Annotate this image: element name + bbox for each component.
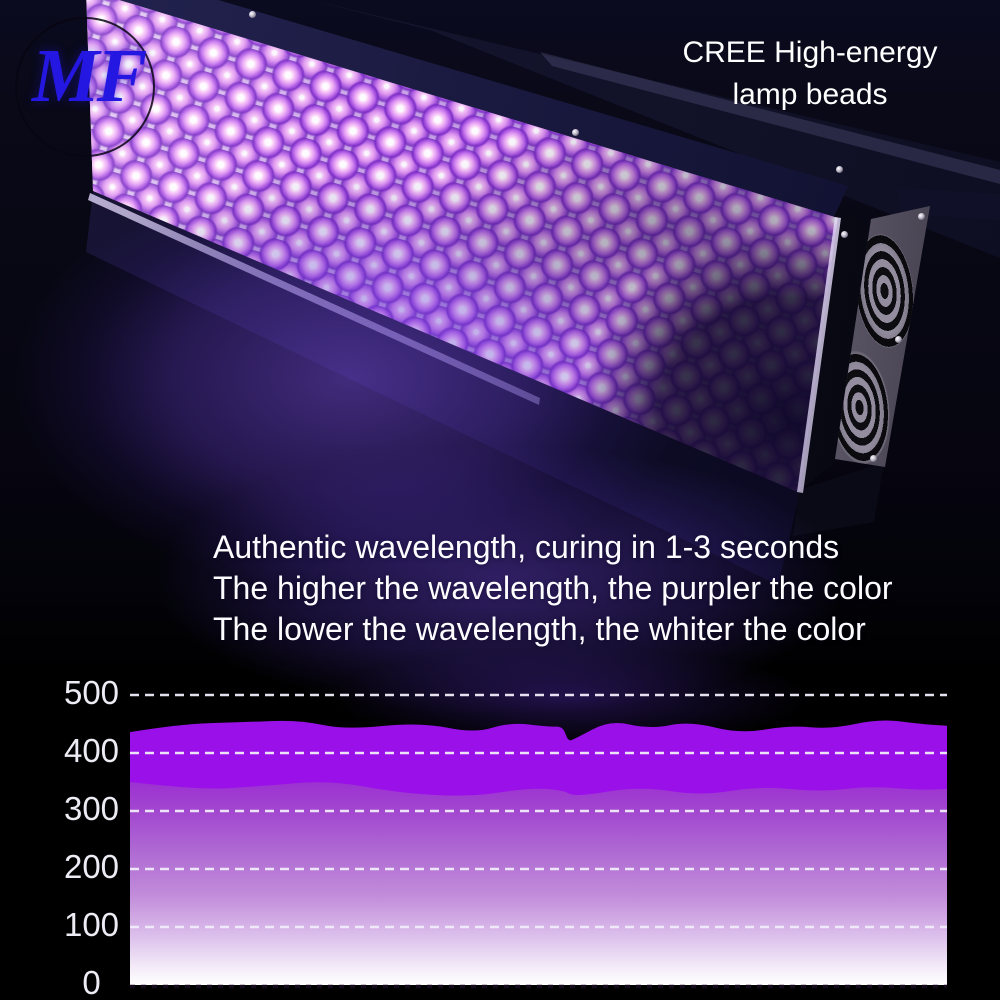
- headline-line1: CREE High-energy: [682, 36, 938, 69]
- headline: CREE High-energy lamp beads: [630, 32, 990, 116]
- headline-line2: lamp beads: [732, 78, 888, 111]
- logo-circle: [15, 17, 155, 157]
- screw-icon: [841, 231, 848, 238]
- tagline-line3: The lower the wavelength, the whiter the…: [213, 611, 866, 647]
- uv-glow: [40, 400, 960, 760]
- y-axis-label: 200: [63, 848, 120, 885]
- y-axis-label: 100: [63, 906, 120, 943]
- uv-glow: [0, 130, 780, 670]
- tagline: Authentic wavelength, curing in 1-3 seco…: [213, 527, 893, 650]
- logo-text: MF: [32, 34, 147, 118]
- screw-icon: [895, 336, 902, 343]
- y-axis-label: 500: [63, 674, 120, 711]
- y-axis-label: 300: [63, 790, 120, 827]
- screw-icon: [870, 455, 877, 462]
- y-axis-label: 400: [63, 732, 120, 769]
- screw-icon: [249, 11, 256, 18]
- screw-icon: [918, 213, 925, 220]
- wavelength-area-inner: [130, 782, 947, 985]
- tagline-line1: Authentic wavelength, curing in 1-3 seco…: [213, 529, 840, 565]
- screw-icon: [836, 166, 843, 173]
- tagline-line2: The higher the wavelength, the purpler t…: [213, 570, 893, 606]
- y-axis-label: 0: [82, 964, 101, 1000]
